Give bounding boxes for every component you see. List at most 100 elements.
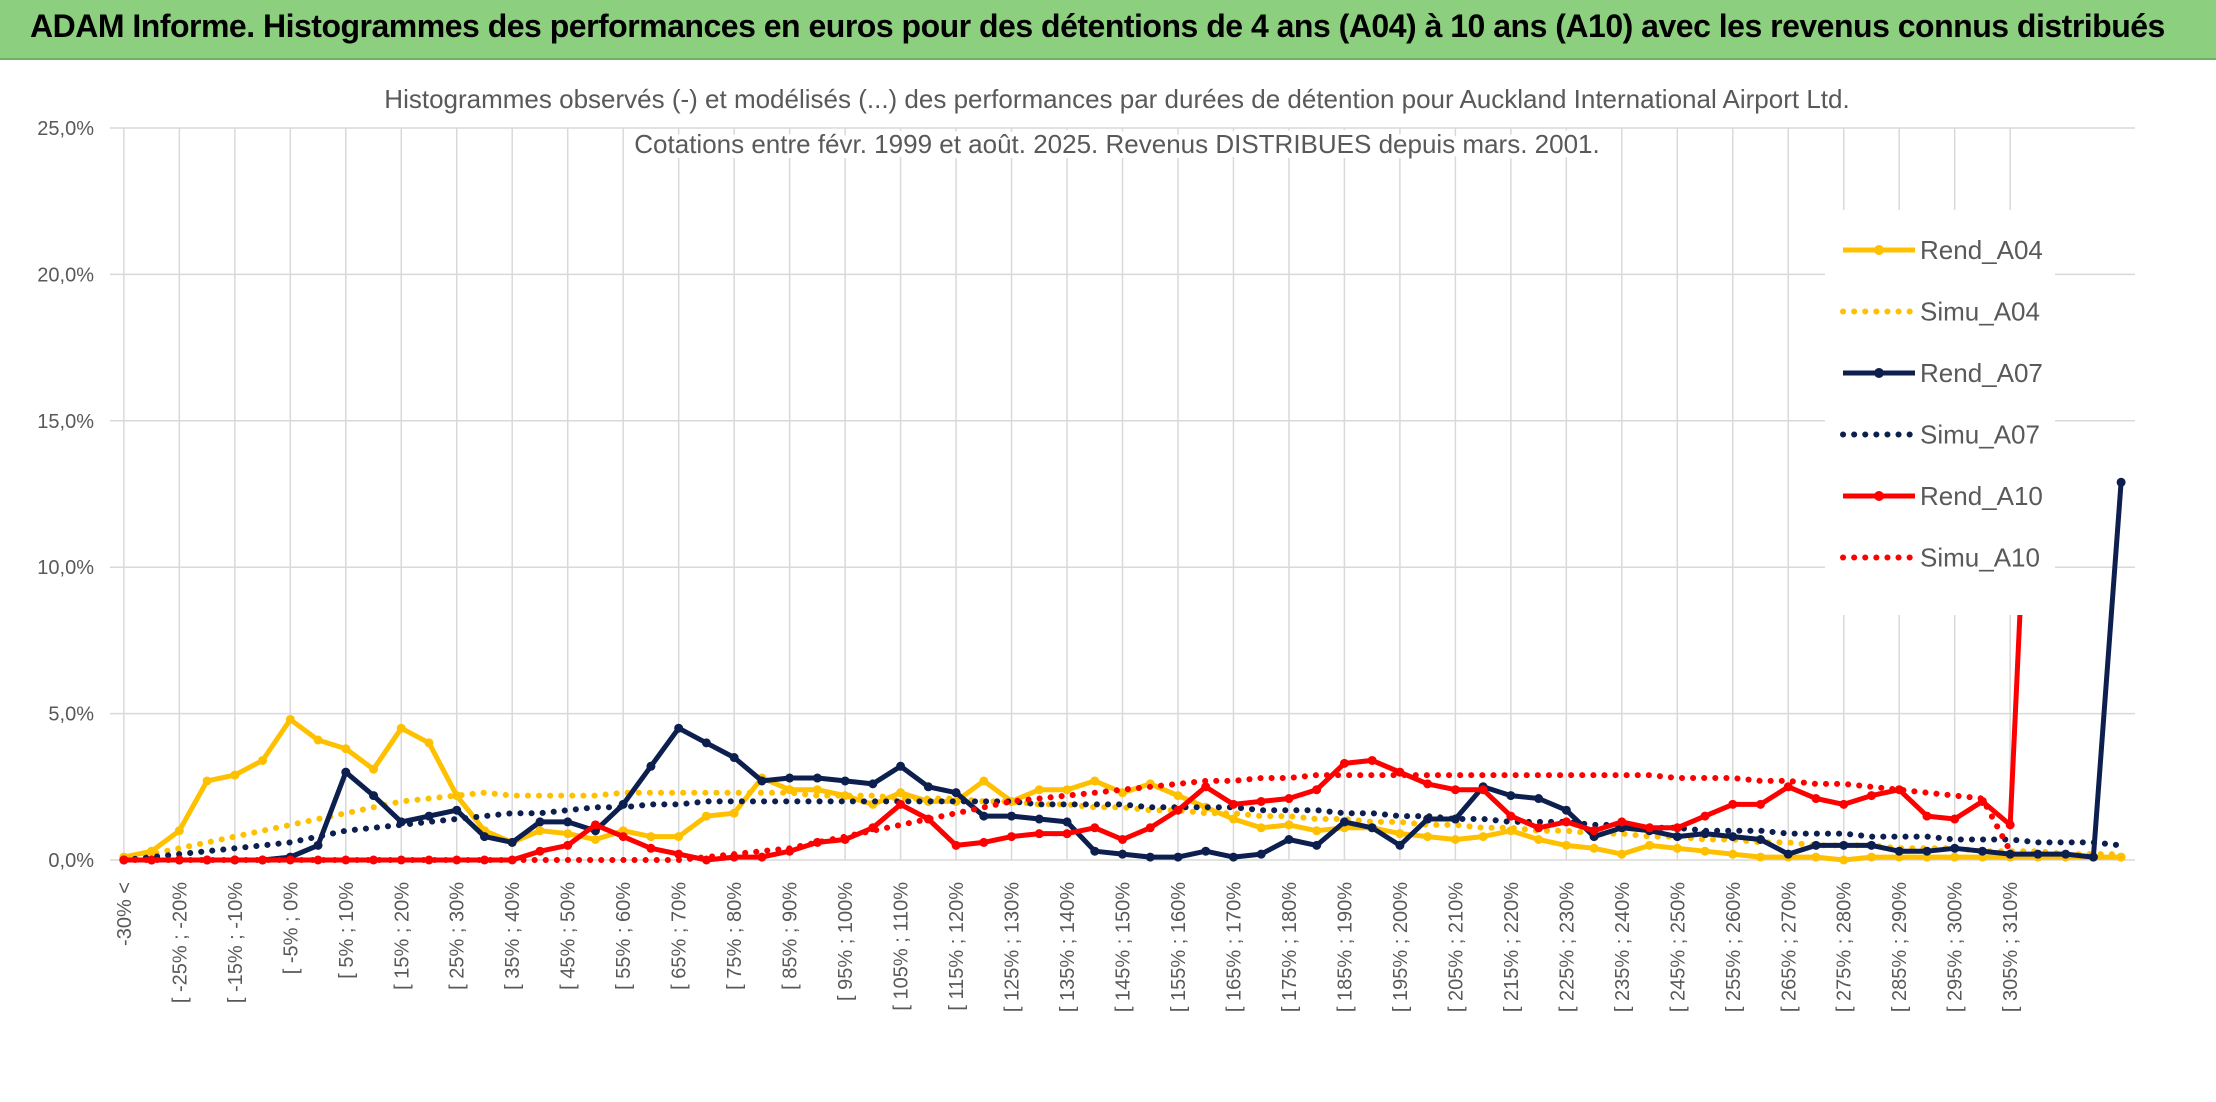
legend-item: Simu_A04 (1840, 297, 2040, 327)
data-point (1756, 852, 1766, 862)
data-point (1090, 823, 1100, 833)
data-point (1756, 799, 1766, 809)
data-point (590, 835, 600, 845)
y-tick-label: 5,0% (48, 704, 94, 726)
data-point (1284, 835, 1294, 845)
x-tick-label: [ 125% ; 130% (1002, 882, 1024, 1012)
y-tick-label: 0,0% (48, 850, 94, 872)
data-point (424, 811, 434, 821)
data-point (701, 738, 711, 748)
series-simu-a07 (120, 798, 2125, 863)
data-point (1312, 840, 1322, 850)
data-point (1839, 799, 1849, 809)
x-axis: -30% < [ -25% ; -20% [ -15% ; -10% [ -5% ; … (114, 882, 2022, 1012)
data-point (313, 855, 323, 865)
x-tick-label: [ 205% ; 210% (1445, 882, 1467, 1012)
data-point (452, 805, 462, 815)
x-tick-label: [ 255% ; 260% (1723, 882, 1745, 1012)
data-point (535, 826, 545, 836)
data-point (2061, 849, 2071, 859)
data-point (1811, 852, 1821, 862)
data-point (2005, 849, 2015, 859)
data-point (1617, 817, 1627, 827)
data-point (1977, 846, 1987, 856)
data-point (1506, 791, 1516, 801)
data-point (674, 832, 684, 842)
data-point (563, 840, 573, 850)
y-tick-label: 20,0% (37, 264, 94, 286)
data-point (729, 808, 739, 818)
data-point (2088, 852, 2098, 862)
data-point (285, 714, 295, 724)
data-point (1090, 776, 1100, 786)
data-point (258, 755, 268, 765)
x-tick-label: [ 265% ; 270% (1778, 882, 1800, 1012)
data-point (507, 837, 517, 847)
data-point (1118, 849, 1127, 859)
data-point (424, 855, 434, 865)
data-point (535, 817, 545, 827)
x-tick-label: [ 45% ; 50% (558, 882, 580, 990)
data-point (1395, 829, 1405, 839)
data-point (1645, 823, 1655, 833)
legend-label: Rend_A07 (1920, 358, 2043, 388)
data-point (1256, 823, 1266, 833)
chart-series (119, 220, 2126, 865)
data-point (1617, 849, 1627, 859)
data-point (1284, 820, 1294, 830)
data-point (1728, 849, 1738, 859)
data-point (1478, 832, 1488, 842)
data-point (1339, 817, 1349, 827)
data-point (563, 817, 573, 827)
data-point (1866, 852, 1876, 862)
data-point (1839, 840, 1849, 850)
data-point (258, 855, 268, 865)
data-point (1561, 840, 1571, 850)
data-point (674, 723, 684, 733)
x-tick-label: [ 245% ; 250% (1667, 882, 1689, 1012)
data-point (979, 776, 989, 786)
data-point (1201, 782, 1211, 792)
x-tick-label: [ -5% ; 0% (280, 882, 302, 974)
x-tick-label: [ 275% ; 280% (1834, 882, 1856, 1012)
data-point (313, 840, 323, 850)
chart-title: Histogrammes observés (-) et modélisés (… (384, 84, 1849, 114)
data-point (1034, 814, 1044, 824)
legend-label: Simu_A10 (1920, 543, 2040, 573)
legend-item: Simu_A07 (1840, 420, 2040, 450)
legend-marker (1874, 368, 1884, 378)
data-point (701, 855, 711, 865)
x-tick-label: -30% < (114, 882, 136, 946)
data-point (1811, 840, 1821, 850)
data-point (2005, 820, 2015, 830)
series-rend-a10 (119, 220, 2043, 865)
x-tick-label: [ 225% ; 230% (1556, 882, 1578, 1012)
data-point (868, 779, 878, 789)
data-point (1228, 799, 1238, 809)
x-tick-label: [ 25% ; 30% (447, 882, 469, 990)
chart-legend: Rend_A04 Simu_A04 Rend_A07 Simu_A07 Rend_A10… (1825, 210, 2055, 615)
legend-item: Rend_A07 (1843, 358, 2043, 388)
x-tick-label: [ 165% ; 170% (1223, 882, 1245, 1012)
legend-item: Simu_A10 (1840, 543, 2040, 573)
series-simu-a10 (120, 772, 2014, 863)
x-tick-label: [ -25% ; -20% (169, 882, 191, 1003)
data-point (1395, 840, 1405, 850)
x-tick-label: [ 15% ; 20% (391, 882, 413, 990)
data-point (896, 761, 906, 771)
data-point (1423, 832, 1433, 842)
x-tick-label: [ 35% ; 40% (502, 882, 524, 990)
data-point (1589, 843, 1599, 853)
data-point (424, 738, 434, 748)
data-point (535, 846, 545, 856)
data-point (1922, 811, 1932, 821)
data-point (1423, 779, 1433, 789)
data-point (1339, 758, 1349, 768)
data-point (590, 820, 600, 830)
data-point (1700, 846, 1710, 856)
data-point (785, 773, 795, 783)
data-point (1589, 826, 1599, 836)
data-point (896, 788, 906, 798)
chart-titles: Histogrammes observés (-) et modélisés (… (379, 79, 1854, 164)
data-point (646, 761, 656, 771)
